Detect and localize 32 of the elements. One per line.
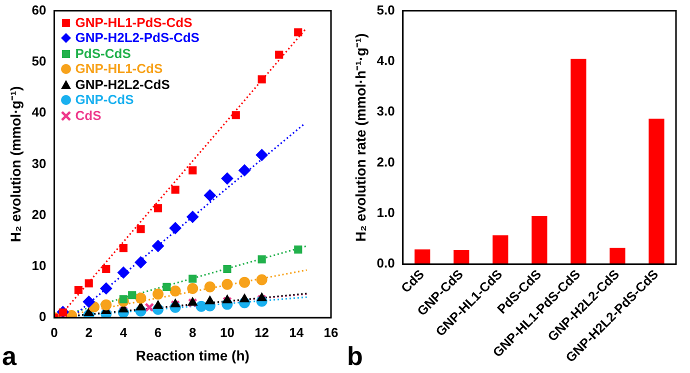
legend-label: GNP-CdS — [75, 92, 134, 108]
y-tick-label: 1.0 — [376, 205, 395, 220]
x-tick-label: 10 — [220, 324, 234, 340]
x-tick-label: 14 — [289, 324, 304, 340]
x-tick-label: 8 — [189, 324, 196, 340]
legend-label: GNP-HL1-CdS — [75, 61, 163, 77]
text: a — [2, 341, 17, 372]
y-tick-label: 50 — [32, 54, 46, 69]
y-axis-title: H₂ evolution (mmol·g⁻¹) — [7, 86, 24, 242]
legend-label: PdS-CdS — [75, 46, 131, 62]
legend-label: GNP-H2L2-CdS — [75, 76, 170, 92]
y-tick-label: 40 — [32, 104, 46, 120]
legend-label: GNP-H2L2-PdS-CdS — [75, 30, 200, 46]
x-tick-label: 6 — [154, 324, 162, 340]
y-tick-label: 3.0 — [376, 104, 395, 119]
y-tick-label: 60 — [32, 2, 46, 18]
y-axis-title: H₂ evolution rate (mmol·h⁻¹·g⁻¹) — [352, 33, 368, 242]
y-tick-label: 20 — [32, 206, 46, 222]
legend-label: CdS — [75, 108, 102, 124]
y-tick-label: 0.0 — [376, 256, 395, 271]
x-axis-title: Reaction time (h) — [136, 347, 250, 364]
y-tick-label: 4.0 — [376, 53, 395, 68]
x-tick-label: 12 — [254, 324, 270, 340]
y-tick-label: 5.0 — [376, 2, 395, 18]
legend-label: GNP-HL1-PdS-CdS — [75, 14, 192, 30]
x-tick-label: 16 — [324, 324, 338, 340]
x-tick-label: 0 — [50, 324, 58, 340]
x-tick-label: 4 — [120, 324, 128, 340]
y-tick-label: 30 — [32, 156, 46, 171]
x-tick-label: 2 — [85, 324, 92, 340]
text: b — [347, 341, 363, 372]
y-tick-label: 2.0 — [376, 154, 395, 170]
